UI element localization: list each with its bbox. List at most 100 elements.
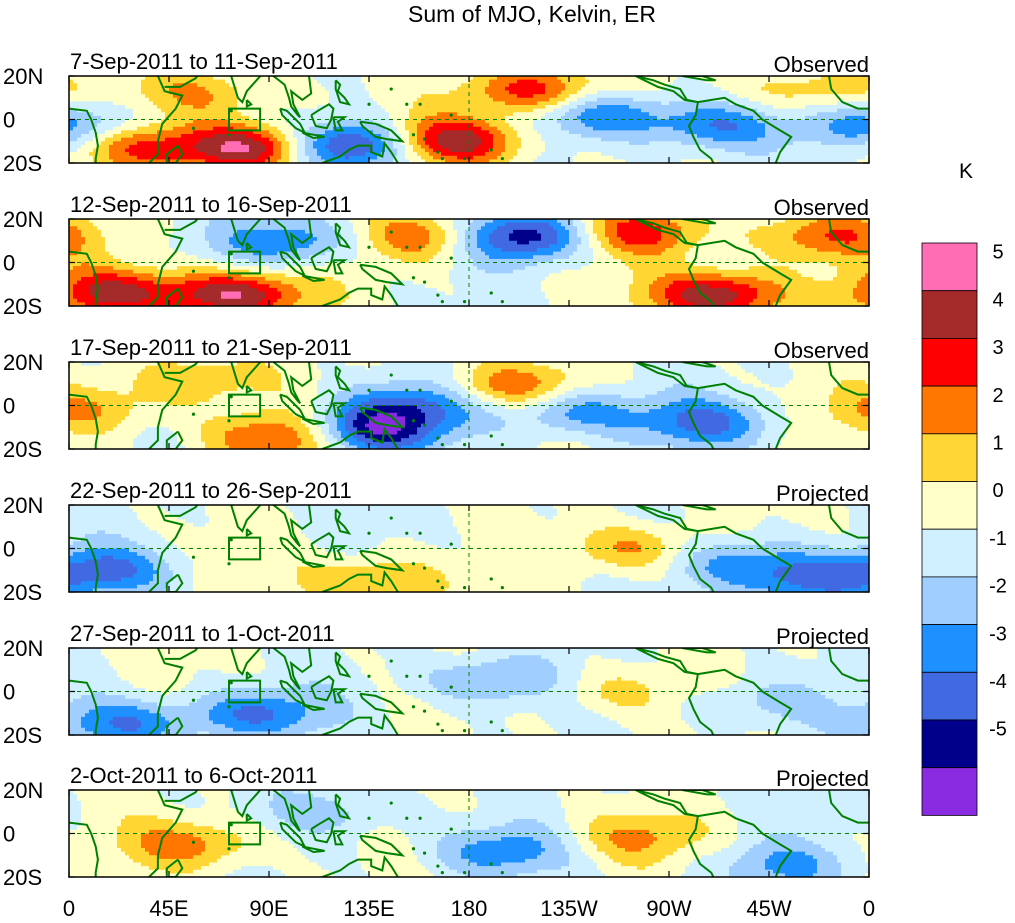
field-cell [625, 848, 642, 853]
field-cell [829, 126, 869, 131]
field-cell [461, 848, 546, 853]
field-cell [313, 409, 326, 414]
field-cell [441, 420, 466, 425]
field-cell [389, 673, 430, 678]
field-cell [589, 552, 662, 557]
field-cell [69, 840, 118, 845]
field-cell [137, 706, 214, 711]
coastline [321, 569, 399, 592]
field-cell [69, 159, 94, 163]
coastlines [69, 790, 869, 877]
field-cell [681, 505, 846, 510]
field-cell [265, 666, 362, 671]
coastline [165, 716, 184, 735]
field-cell [761, 101, 838, 106]
field-cell [685, 844, 730, 849]
field-cell [165, 537, 310, 542]
field-cell [605, 873, 682, 877]
field-cell [457, 229, 466, 235]
field-cell [205, 523, 298, 528]
field-cell [757, 226, 802, 231]
field-cell [357, 840, 410, 845]
island-dot [229, 395, 233, 399]
field-cell [473, 148, 490, 153]
field-cell [89, 709, 150, 714]
field-cell [665, 855, 702, 860]
field-cell [397, 130, 410, 135]
coastline [687, 530, 715, 592]
field-cell [741, 380, 762, 385]
field-cell [69, 588, 94, 592]
field-cell [105, 244, 170, 249]
field-cell [205, 237, 230, 242]
field-cell [281, 141, 290, 146]
field-cell [505, 398, 526, 403]
field-cell [505, 86, 546, 92]
field-cell [277, 833, 362, 838]
field-cell [69, 401, 98, 407]
field-cell [577, 226, 586, 231]
field-cell [749, 266, 790, 271]
island-dot [227, 847, 231, 851]
field-cell [121, 534, 162, 539]
field-cell [285, 423, 306, 428]
field-cell [105, 240, 170, 245]
field-cell [405, 152, 418, 157]
field-cell [321, 427, 330, 432]
coastline [245, 813, 253, 823]
field-cell [313, 405, 330, 410]
field-cell [449, 508, 534, 513]
field-cell [269, 155, 282, 160]
coastline [697, 382, 793, 449]
field-cell [97, 387, 134, 392]
field-cell [505, 101, 538, 106]
field-cell [781, 398, 830, 403]
field-cell [329, 427, 338, 432]
field-cell [565, 819, 594, 824]
field-cell [233, 713, 274, 718]
field-cell [225, 79, 318, 84]
field-cell [773, 570, 869, 575]
field-cell [509, 83, 546, 88]
field-cell [361, 669, 390, 674]
field-cell [445, 577, 586, 582]
field-cell [561, 269, 634, 274]
field-cell [533, 159, 574, 163]
coastline [321, 712, 399, 735]
field-cell [313, 434, 326, 439]
field-cell [425, 226, 442, 231]
field-cell [305, 148, 318, 153]
island-dot [367, 531, 371, 535]
field-cell [557, 833, 574, 838]
field-cell [733, 280, 774, 285]
field-cell [137, 552, 158, 557]
field-cell [73, 295, 94, 300]
field-cell [261, 822, 290, 827]
field-cell [553, 251, 574, 256]
field-cell [197, 148, 222, 153]
field-cell [669, 298, 686, 303]
field-cell [429, 144, 442, 150]
island-dot [500, 871, 504, 875]
field-cell [69, 248, 82, 253]
field-cell [405, 416, 426, 421]
panel-period-label: 22-Sep-2011 to 26-Sep-2011 [70, 478, 352, 503]
field-cell [297, 581, 450, 586]
field-cell [357, 445, 378, 449]
field-cell [549, 273, 634, 278]
field-cell [405, 155, 422, 160]
field-cell [865, 702, 869, 707]
field-cell [737, 295, 758, 300]
field-cell [309, 680, 322, 685]
field-cell [865, 115, 869, 121]
field-cell [501, 248, 538, 253]
field-cell [241, 844, 294, 849]
coastline [682, 790, 717, 796]
field-cell [141, 833, 194, 838]
field-cell [225, 873, 286, 877]
field-cell [769, 90, 866, 95]
field-cell [545, 515, 554, 521]
field-cell [693, 840, 734, 845]
field-cell [317, 394, 334, 399]
field-cell [205, 445, 230, 449]
